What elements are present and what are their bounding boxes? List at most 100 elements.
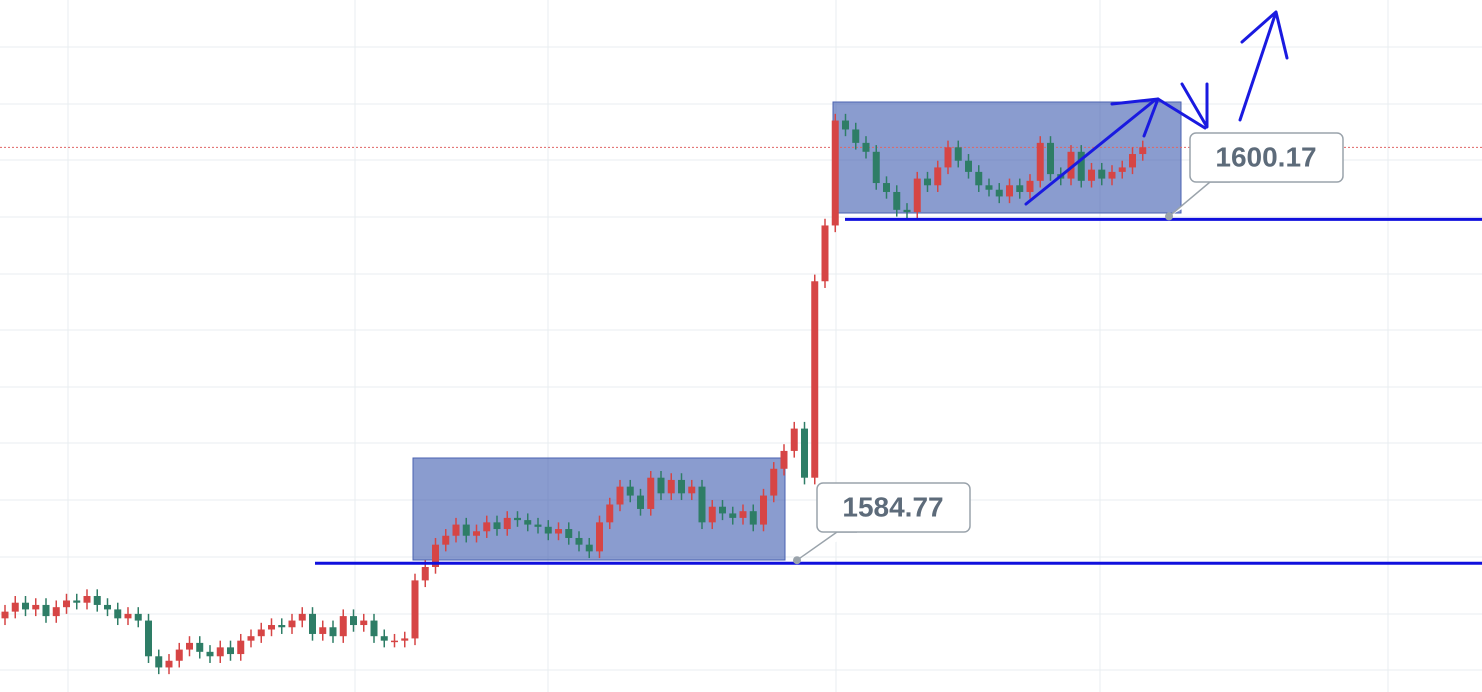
candle-body (760, 495, 767, 525)
candle-body (165, 660, 173, 668)
candle-body (852, 129, 860, 143)
candle-body (985, 185, 993, 190)
candle-body (155, 656, 163, 668)
candle-body (801, 428, 808, 478)
callout-anchor (793, 556, 801, 565)
candle-body (883, 183, 890, 192)
candle-body (247, 636, 255, 641)
candle-body (565, 529, 573, 538)
candle-body (934, 167, 942, 186)
candle-body (237, 640, 245, 655)
candle-body (411, 580, 419, 639)
candle-body (83, 596, 91, 603)
candle-body (893, 191, 901, 210)
candle-body (473, 531, 480, 536)
candle-body (32, 604, 40, 610)
candle-body (114, 609, 122, 619)
candle-body (93, 596, 101, 605)
hand-drawn-arrows (1024, 10, 1289, 206)
candle-body (452, 524, 460, 536)
candle-body (104, 604, 111, 610)
candle-body (596, 522, 603, 552)
candle-body (1006, 185, 1013, 197)
candle-body (514, 517, 521, 521)
candle-body (206, 651, 214, 657)
candle-body (63, 600, 70, 608)
candle-body (73, 600, 81, 603)
candle-body (52, 607, 60, 617)
candle-body (216, 647, 224, 657)
candle-body (534, 524, 542, 527)
candle-body (749, 511, 757, 525)
candles (0, 113, 1482, 675)
candle-body (370, 620, 378, 637)
candle-body (288, 620, 296, 628)
candle-body (1118, 167, 1126, 172)
candle-body (606, 504, 614, 523)
candle-body (719, 506, 726, 514)
candle-body (309, 613, 316, 634)
candle-body (1036, 142, 1044, 181)
candle-body (524, 520, 532, 525)
candle-body (995, 189, 1003, 197)
callout-box (1189, 132, 1344, 183)
candle-body (11, 602, 19, 612)
candle-body (647, 477, 655, 509)
candle-body (503, 517, 511, 530)
candle-body (585, 544, 593, 552)
level-label: 1600.17 (1215, 141, 1316, 172)
callout-box (816, 482, 971, 533)
candle-body (1098, 169, 1106, 179)
candle-body (257, 629, 265, 637)
candle-body (626, 486, 634, 496)
candle-body (493, 522, 501, 530)
candle-body (862, 142, 870, 152)
candle-body (575, 537, 583, 545)
candle-body (421, 566, 429, 581)
candle-body (821, 225, 829, 282)
candle-body (1108, 171, 1116, 179)
candle-body (42, 604, 50, 617)
levels: 1584.77 1600.17 (315, 132, 1482, 565)
candle-body (1077, 151, 1085, 181)
candle-body (688, 486, 696, 494)
candle-body (175, 649, 183, 661)
candle-body (924, 178, 931, 186)
candle-body (278, 625, 286, 628)
candle-body (186, 642, 193, 650)
candle-body (1139, 147, 1147, 155)
candle-body (637, 495, 644, 509)
candle-body (667, 479, 675, 494)
candle-body (22, 602, 29, 610)
candle-body (350, 616, 357, 626)
candle-body (401, 638, 409, 641)
candle-body (1067, 151, 1075, 179)
candle-body (544, 526, 552, 534)
candle-body (380, 636, 388, 641)
candle-body (298, 613, 306, 621)
candle-body (360, 620, 368, 626)
candle-body (657, 477, 665, 494)
candle-body (462, 524, 470, 536)
candle-body (145, 620, 152, 657)
candle-body (790, 428, 798, 451)
candle-body (842, 120, 849, 130)
candle-body (698, 486, 706, 523)
candle-body (483, 522, 491, 532)
candle-body (1129, 154, 1136, 168)
candle-body (678, 479, 685, 494)
candle-body (319, 627, 327, 634)
candle-body (432, 544, 439, 567)
candle-body (831, 120, 839, 226)
callout-pointer (796, 531, 857, 561)
candle-body (708, 506, 716, 523)
candle-body (1047, 142, 1054, 175)
candle-body (965, 160, 972, 172)
candle-body (555, 529, 562, 534)
candle-body (329, 627, 337, 637)
candle-body (339, 616, 347, 637)
candle-body (872, 151, 880, 184)
level-label: 1584.77 (842, 491, 943, 522)
candle-body (616, 486, 624, 505)
